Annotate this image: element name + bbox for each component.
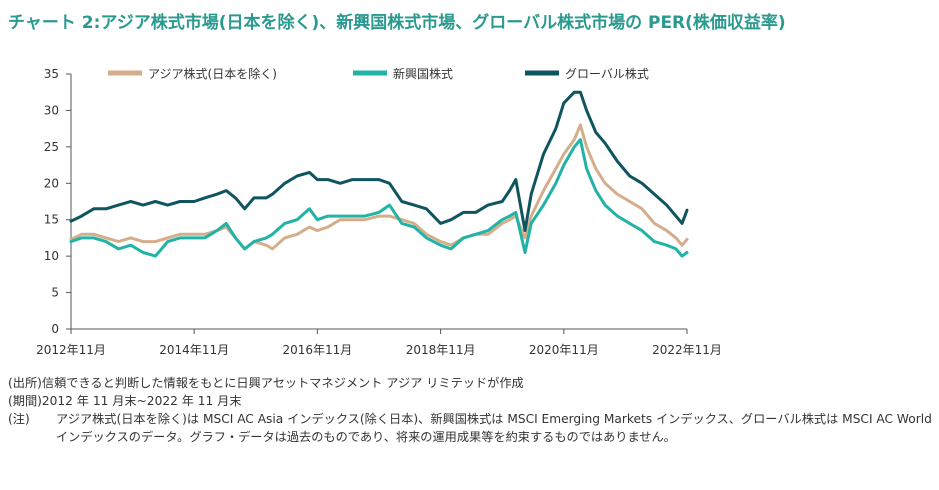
legend-label-1: 新興国株式 — [393, 66, 453, 81]
note-source-label: (出所) — [8, 376, 42, 390]
legend-label-0: アジア株式(日本を除く) — [148, 66, 277, 81]
x-tick-label: 2012年11月 — [36, 343, 106, 357]
line-chart: 0 5 10 15 20 25 30 35 2012年11月 2014年11月 2016年11月 20… — [36, 66, 722, 357]
note-period: (期間) 2012 年 11 月末~2022 年 11 月末 — [8, 392, 933, 410]
y-tick-label: 10 — [44, 249, 59, 263]
series-layer — [69, 90, 689, 258]
legend-label-2: グローバル株式 — [565, 66, 649, 81]
x-tick-label: 2022年11月 — [652, 343, 722, 357]
axes: 0 5 10 15 20 25 30 35 2012年11月 2014年11月 2016年11月 20… — [36, 67, 722, 357]
note-source-text: 信頼できると判断した情報をもとに日興アセットマネジメント アジア リミテッドが作… — [41, 376, 524, 390]
note-remarks-text: アジア株式(日本を除く)は MSCI AC Asia インデックス(除く日本)、… — [56, 412, 932, 444]
x-tick-label: 2016年11月 — [282, 343, 352, 357]
y-tick-label: 20 — [44, 176, 59, 190]
series-line-0 — [69, 123, 689, 251]
note-period-label: (期間) — [8, 394, 42, 408]
y-tick-label: 0 — [51, 322, 59, 336]
y-tick-label: 30 — [44, 103, 59, 117]
x-tick-label: 2018年11月 — [406, 343, 476, 357]
note-period-text: 2012 年 11 月末~2022 年 11 月末 — [41, 394, 242, 408]
footnotes: (出所) 信頼できると判断した情報をもとに日興アセットマネジメント アジア リミ… — [8, 374, 933, 446]
chart-title: チャート 2:アジア株式市場(日本を除く)、新興国株式市場、グローバル株式市場の… — [8, 13, 786, 33]
series-line-1 — [69, 138, 689, 258]
y-tick-label: 25 — [44, 140, 59, 154]
y-tick-label: 15 — [44, 213, 59, 227]
note-remarks-label: (注) — [8, 412, 30, 426]
series-line-2 — [69, 90, 689, 233]
y-tick-label: 5 — [51, 286, 59, 300]
legend: アジア株式(日本を除く) 新興国株式 グローバル株式 — [108, 66, 649, 81]
x-tick-label: 2020年11月 — [529, 343, 599, 357]
note-remarks: (注) アジア株式(日本を除く)は MSCI AC Asia インデックス(除く… — [8, 410, 933, 446]
y-tick-label: 35 — [44, 67, 59, 81]
x-tick-label: 2014年11月 — [159, 343, 229, 357]
note-source: (出所) 信頼できると判断した情報をもとに日興アセットマネジメント アジア リミ… — [8, 374, 933, 392]
